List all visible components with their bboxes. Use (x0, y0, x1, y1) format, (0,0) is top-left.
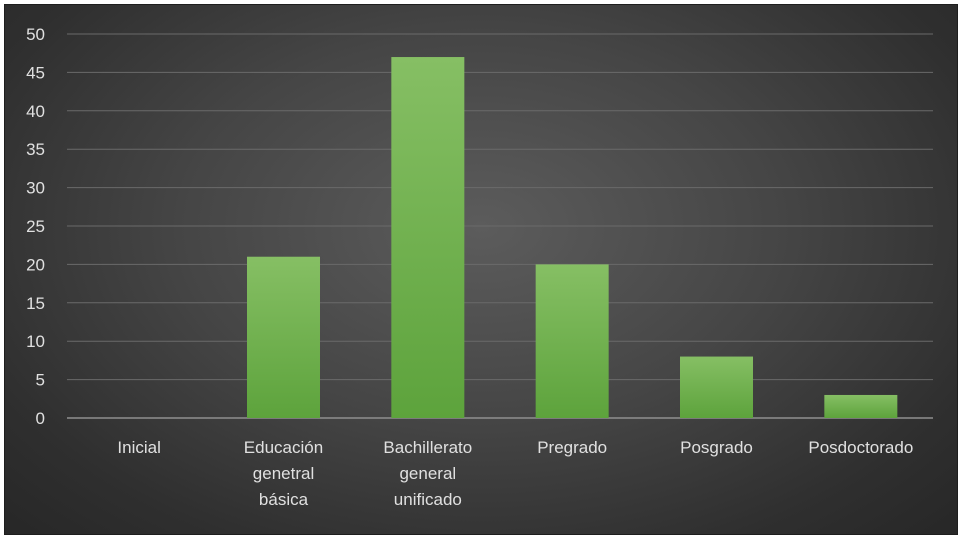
y-tick-label: 10 (26, 332, 45, 351)
y-tick-label: 15 (26, 294, 45, 313)
y-tick-label: 40 (26, 102, 45, 121)
bars (247, 57, 898, 418)
labels: 0 5 10 15 20 25 30 35 40 45 50 Inicial Educación gene… (26, 25, 913, 509)
bar (535, 264, 609, 418)
y-tick-label: 0 (36, 409, 45, 428)
bar (247, 256, 320, 418)
x-category-label: Inicial (117, 438, 160, 457)
x-category-label: Pregrado (537, 438, 607, 457)
y-tick-label: 25 (26, 217, 45, 236)
x-category-label: Posdoctorado (808, 438, 913, 457)
y-tick-label: 5 (36, 371, 45, 390)
y-tick-label: 45 (26, 63, 45, 82)
bar-chart: 0 5 10 15 20 25 30 35 40 45 50 Inicial Educación gene… (26, 25, 933, 509)
gridlines (67, 33, 933, 381)
y-tick-label: 30 (26, 179, 45, 198)
bar (824, 394, 898, 418)
x-category-label: Bachillerato general unificado (383, 438, 472, 509)
chart-area: 0 5 10 15 20 25 30 35 40 45 50 Inicial Educación gene… (4, 4, 958, 535)
y-tick-label: 50 (26, 25, 45, 44)
y-tick-label: 35 (26, 140, 45, 159)
bar (391, 57, 465, 418)
y-tick-label: 20 (26, 255, 45, 274)
x-category-label: Posgrado (680, 438, 753, 457)
bar (680, 356, 753, 418)
x-category-label: Educación genetral básica (244, 438, 323, 509)
